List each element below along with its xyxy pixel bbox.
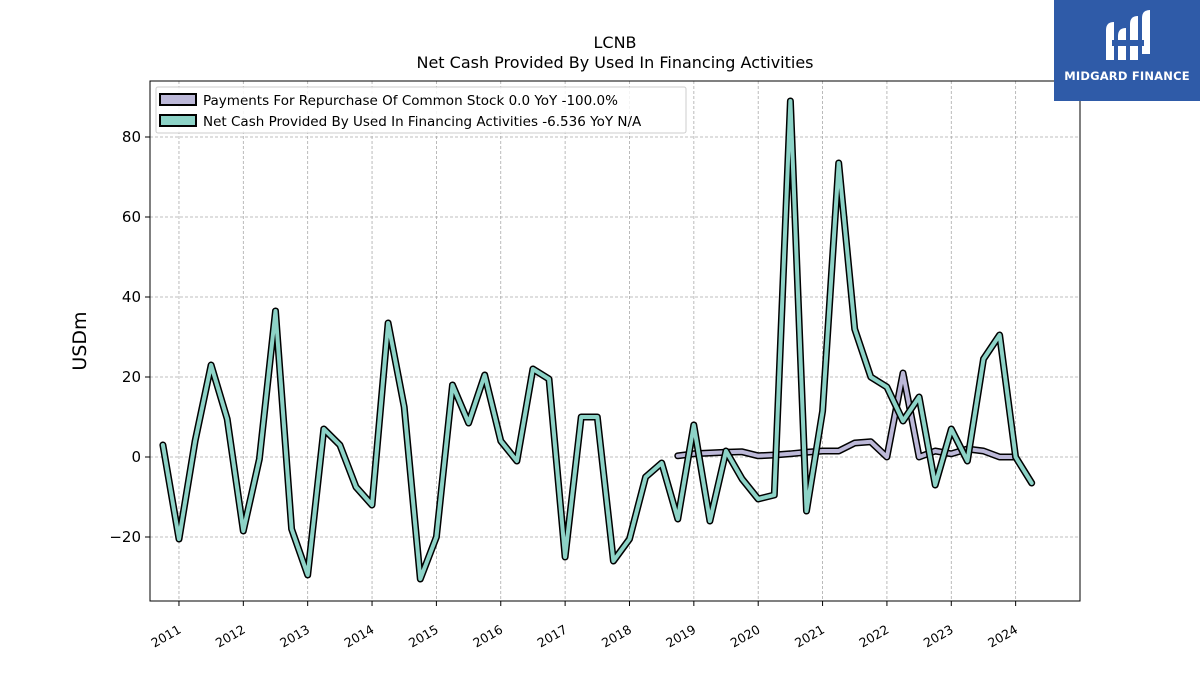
legend-swatch-repurchase [159, 93, 197, 106]
x-tick-label: 2015 [406, 622, 441, 651]
legend: Payments For Repurchase Of Common Stock … [155, 86, 687, 134]
y-tick-label: 0 [131, 448, 141, 466]
y-tick-label: 40 [122, 288, 141, 306]
x-axis: 2011 2012 2013 2014 2015 2016 2017 2018 2019 2020… [148, 601, 1020, 651]
series-line-1 [160, 99, 1034, 581]
chart-subtitle: Net Cash Provided By Used In Financing A… [416, 53, 813, 72]
y-tick-label: −20 [109, 528, 141, 546]
x-tick-label: 2020 [728, 622, 763, 651]
legend-swatch-financing [159, 114, 197, 127]
series-outline-1 [159, 97, 1036, 583]
plot-frame [149, 80, 1081, 602]
legend-box [155, 86, 687, 134]
y-axis-label: USDm [69, 311, 91, 370]
y-tick-label: 60 [122, 208, 141, 226]
x-tick-label: 2012 [213, 622, 248, 651]
legend-label-financing: Net Cash Provided By Used In Financing A… [203, 114, 642, 130]
x-tick-label: 2011 [148, 622, 183, 651]
x-tick-label: 2017 [535, 622, 570, 651]
logo-text: MIDGARD FINANCE [1064, 69, 1190, 83]
x-tick-label: 2016 [470, 622, 505, 651]
x-tick-label: 2022 [856, 622, 891, 651]
x-tick-label: 2018 [599, 622, 634, 651]
legend-label-repurchase: Payments For Repurchase Of Common Stock … [203, 93, 618, 109]
logo-mark-icon [1106, 10, 1150, 60]
x-tick-label: 2024 [985, 622, 1020, 651]
y-tick-label: 20 [122, 368, 141, 386]
series-layer [159, 97, 1036, 583]
x-tick-label: 2014 [341, 622, 376, 651]
x-tick-label: 2021 [792, 622, 827, 651]
x-tick-label: 2013 [277, 622, 312, 651]
x-tick-label: 2023 [921, 622, 956, 651]
series-outline-0 [674, 369, 1020, 461]
midgard-finance-logo: MIDGARD FINANCE [1054, 0, 1200, 101]
grid [150, 81, 1080, 601]
x-tick-label: 2019 [663, 622, 698, 651]
chart-title: LCNB [593, 33, 636, 52]
y-axis: −20 0 20 40 60 80 [109, 128, 150, 546]
y-tick-label: 80 [122, 128, 141, 146]
